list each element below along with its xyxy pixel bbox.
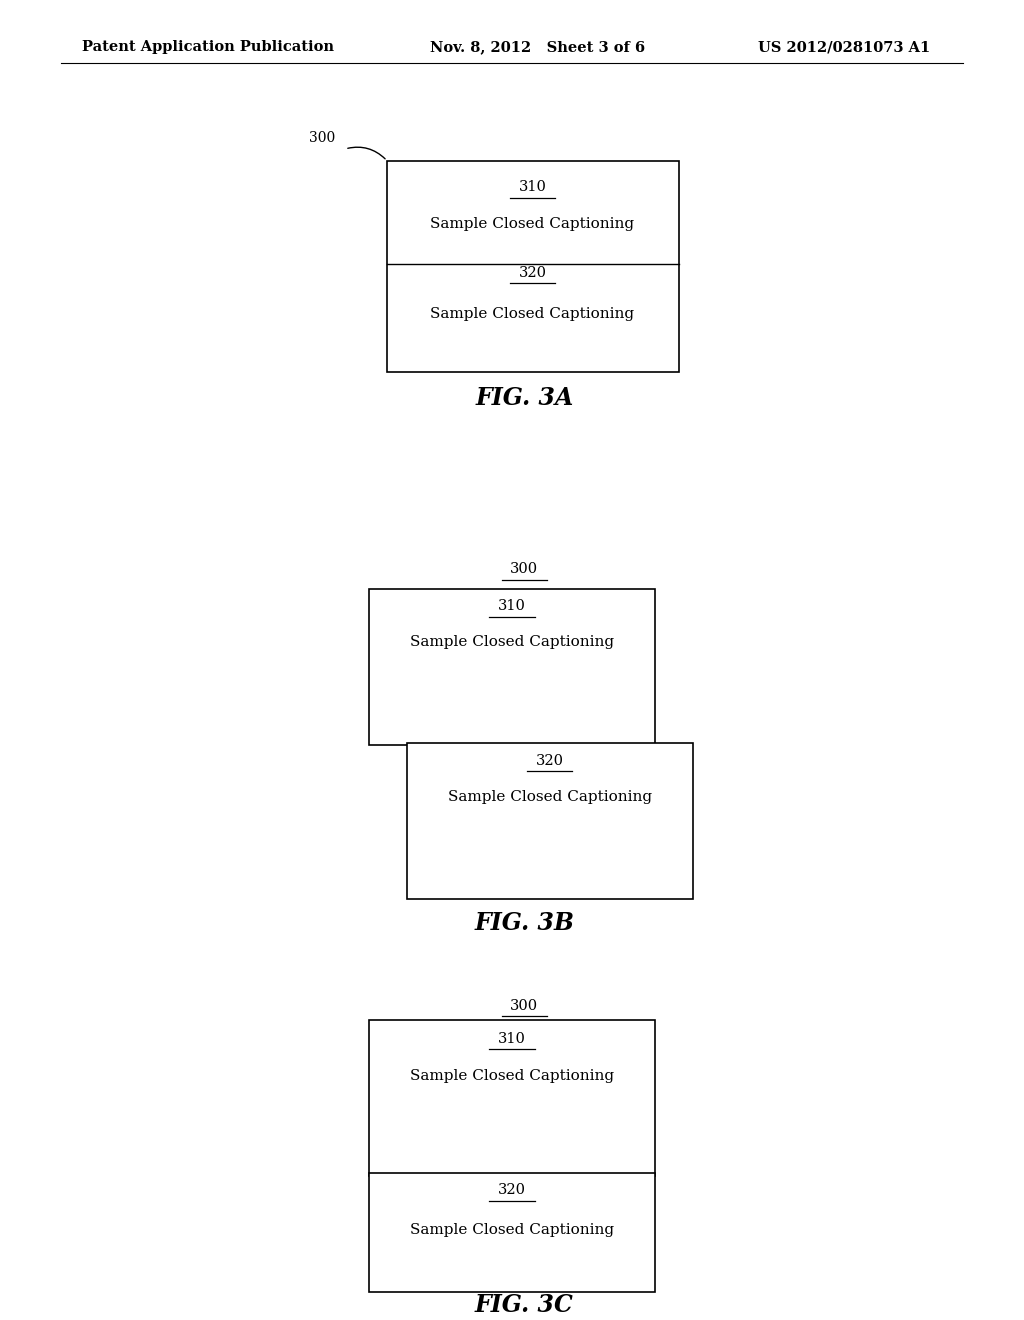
Text: FIG. 3B: FIG. 3B — [474, 911, 574, 935]
Text: 310: 310 — [518, 180, 547, 194]
FancyBboxPatch shape — [369, 1173, 655, 1292]
Text: 300: 300 — [309, 132, 336, 145]
Text: 320: 320 — [536, 754, 564, 768]
Text: Sample Closed Captioning: Sample Closed Captioning — [430, 306, 635, 321]
Text: Sample Closed Captioning: Sample Closed Captioning — [410, 635, 614, 649]
Text: Sample Closed Captioning: Sample Closed Captioning — [410, 1069, 614, 1082]
Text: FIG. 3C: FIG. 3C — [475, 1294, 573, 1317]
FancyBboxPatch shape — [369, 1020, 655, 1176]
Text: Sample Closed Captioning: Sample Closed Captioning — [447, 791, 652, 804]
Text: 300: 300 — [510, 999, 539, 1012]
Text: 310: 310 — [498, 599, 526, 614]
Text: US 2012/0281073 A1: US 2012/0281073 A1 — [758, 41, 930, 54]
Text: Sample Closed Captioning: Sample Closed Captioning — [430, 216, 635, 231]
Text: FIG. 3A: FIG. 3A — [475, 385, 573, 411]
Text: 310: 310 — [498, 1032, 526, 1045]
Text: 320: 320 — [498, 1183, 526, 1197]
FancyBboxPatch shape — [387, 161, 679, 372]
FancyBboxPatch shape — [369, 589, 655, 744]
Text: Nov. 8, 2012   Sheet 3 of 6: Nov. 8, 2012 Sheet 3 of 6 — [430, 41, 645, 54]
Text: 320: 320 — [518, 265, 547, 280]
Text: Patent Application Publication: Patent Application Publication — [82, 41, 334, 54]
Text: 300: 300 — [510, 562, 539, 577]
Text: Sample Closed Captioning: Sample Closed Captioning — [410, 1222, 614, 1237]
FancyBboxPatch shape — [407, 743, 693, 899]
